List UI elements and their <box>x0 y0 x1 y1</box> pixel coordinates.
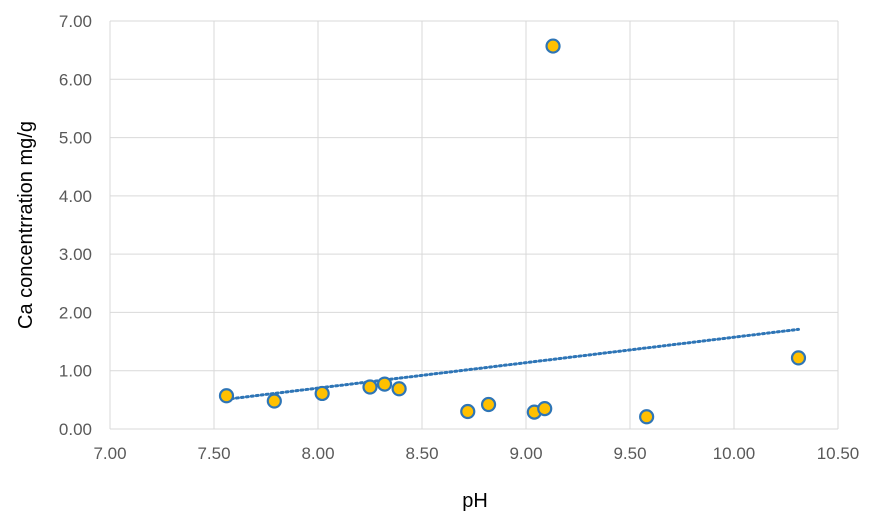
x-tick-label: 10.00 <box>713 444 756 463</box>
data-point <box>480 396 497 413</box>
data-point <box>391 381 407 397</box>
data-point <box>639 409 655 425</box>
y-tick-label: 2.00 <box>59 303 92 322</box>
data-point <box>460 403 476 420</box>
x-tick-label: 8.00 <box>301 444 334 463</box>
x-tick-label: 9.50 <box>613 444 646 463</box>
x-tick-label: 8.50 <box>405 444 438 463</box>
trendline-group <box>224 327 800 401</box>
data-point <box>790 350 807 366</box>
y-tick-label: 6.00 <box>59 70 92 89</box>
y-tick-label: 7.00 <box>59 12 92 31</box>
data-point <box>218 388 235 404</box>
data-point <box>266 393 282 409</box>
data-points <box>218 38 807 425</box>
data-point <box>362 379 378 395</box>
y-tick-labels: 0.00 1.00 2.00 3.00 4.00 5.00 6.00 7.00 <box>59 12 92 439</box>
x-tick-label: 9.00 <box>509 444 542 463</box>
y-tick-label: 5.00 <box>59 129 92 148</box>
data-point <box>376 376 393 392</box>
y-tick-label: 4.00 <box>59 187 92 206</box>
y-tick-label: 1.00 <box>59 362 92 381</box>
x-tick-labels: 7.00 7.50 8.00 8.50 9.00 9.50 10.00 10.50 <box>93 444 859 463</box>
y-tick-label: 0.00 <box>59 420 92 439</box>
y-axis-title: Ca concentrration mg/g <box>15 121 37 329</box>
x-tick-label: 10.50 <box>817 444 860 463</box>
trendline <box>224 327 800 401</box>
y-tick-label: 3.00 <box>59 245 92 264</box>
x-axis-title: pH <box>462 490 488 512</box>
data-point <box>545 38 561 54</box>
x-tick-label: 7.50 <box>197 444 230 463</box>
data-point <box>537 401 553 417</box>
gridlines <box>109 20 839 430</box>
data-point <box>314 385 330 402</box>
x-tick-label: 7.00 <box>93 444 126 463</box>
